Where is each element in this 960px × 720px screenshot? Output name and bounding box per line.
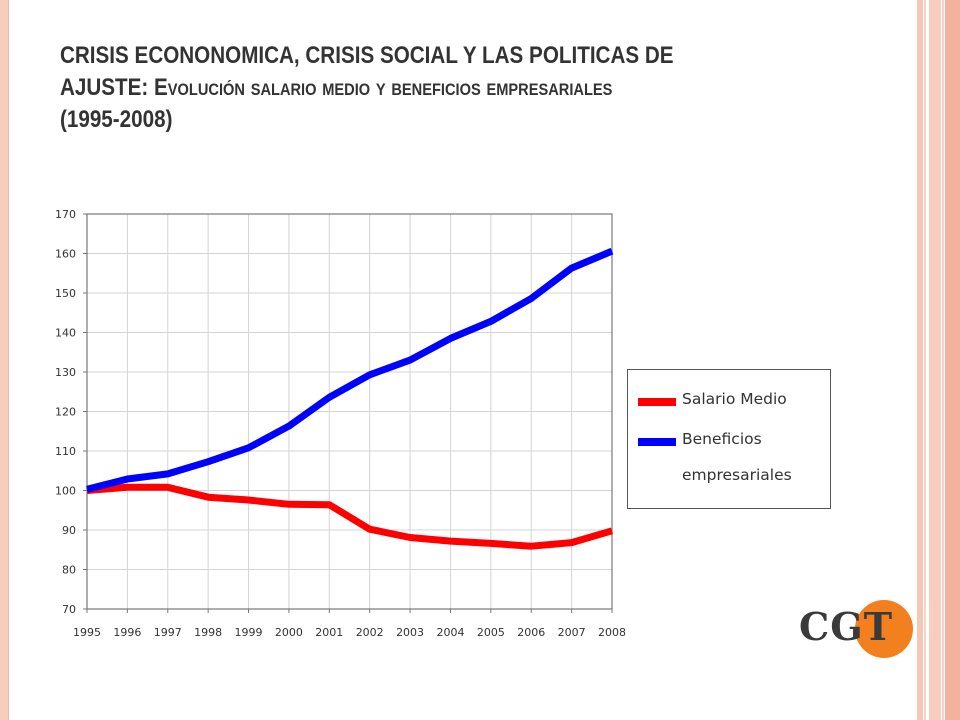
y-tick-label-120: 120 [55,406,76,419]
y-tick-label-160: 160 [55,248,76,261]
y-tick-label-80: 80 [62,564,76,577]
legend-item-salario: Salario Medio [638,390,787,417]
x-tick-label-2002: 2002 [356,626,384,639]
x-tick-label-1995: 1995 [73,626,101,639]
x-tick-label-2003: 2003 [396,626,424,639]
logo-text: CGT [799,604,893,649]
series-line-beneficios-empresariales [86,247,614,493]
title-line-2-main: AJUSTE: E [60,74,168,101]
x-tick-label-2008: 2008 [598,626,626,639]
title-line-1: CRISIS ECONONOMICA, CRISIS SOCIAL Y LAS … [60,42,674,69]
x-tick-label-2004: 2004 [436,626,464,639]
y-tick-label-130: 130 [55,366,76,379]
right-frame-border [917,0,960,720]
x-tick-label-2007: 2007 [558,626,586,639]
y-tick-label-140: 140 [55,327,76,340]
legend-label-beneficios: Beneficios empresariales [682,430,792,493]
legend-swatch-salario [638,398,676,406]
legend-swatch-beneficios [638,438,676,446]
series-line-salario-medio [86,483,613,550]
y-tick-label-100: 100 [55,485,76,498]
x-tick-label-1997: 1997 [154,626,182,639]
y-tick-label-90: 90 [62,524,76,537]
x-tick-label-2000: 2000 [275,626,303,639]
y-tick-label-110: 110 [55,445,76,458]
title-line-2-smallcaps: volución salario medio y beneficios empr… [167,74,613,101]
x-tick-label-2006: 2006 [517,626,545,639]
x-tick-label-2001: 2001 [315,626,343,639]
cgt-logo: CGT [797,598,917,660]
y-tick-label-70: 70 [62,603,76,616]
slide-title: CRISIS ECONONOMICA, CRISIS SOCIAL Y LAS … [60,40,765,136]
y-tick-label-170: 170 [55,208,76,221]
legend-label-beneficios-line1: Beneficios [682,430,762,448]
legend-label-beneficios-line2: empresariales [682,466,792,484]
logo-circle [855,600,913,658]
legend-label-salario: Salario Medio [682,390,787,408]
title-line-3: (1995-2008) [60,106,173,133]
legend-item-beneficios: Beneficios empresariales [638,430,792,493]
x-tick-label-2005: 2005 [477,626,505,639]
x-tick-label-1998: 1998 [194,626,222,639]
y-tick-label-150: 150 [55,287,76,300]
chart-legend: Salario Medio Beneficios empresariales [627,369,831,509]
left-frame-border [0,0,9,720]
plot-frame [86,213,613,610]
title-line-2: AJUSTE: Evolución salario medio y benefi… [60,72,765,104]
x-tick-label-1996: 1996 [113,626,141,639]
x-tick-label-1999: 1999 [235,626,263,639]
